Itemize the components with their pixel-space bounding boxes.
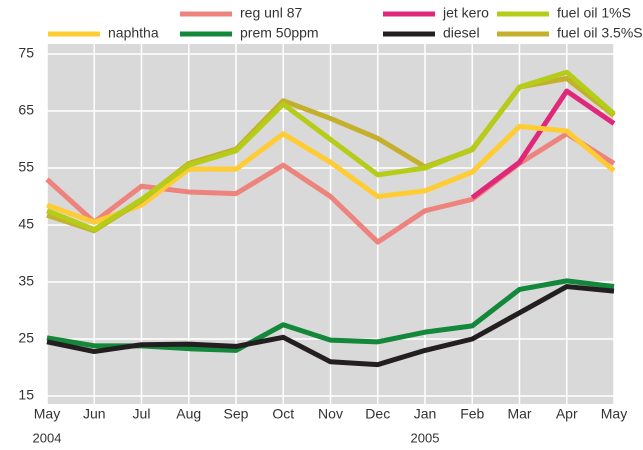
- x-tick-label: May: [34, 406, 60, 422]
- x-tick-label: Apr: [556, 406, 578, 422]
- x-tick-label: Dec: [365, 406, 390, 422]
- legend-label: naphtha: [108, 25, 159, 41]
- legend-label: reg unl 87: [240, 5, 302, 21]
- y-tick-label: 35: [18, 273, 34, 289]
- legend-label: prem 50ppm: [240, 25, 319, 41]
- y-tick-label: 75: [18, 45, 34, 61]
- y-tick-label: 15: [18, 387, 34, 403]
- x-tick-label: Jun: [83, 406, 106, 422]
- series-line: [46, 123, 616, 225]
- y-tick-label: 25: [18, 330, 34, 346]
- x-tick-label: Aug: [176, 406, 201, 422]
- y-tick-label: 45: [18, 216, 34, 232]
- x-tick-label: Feb: [460, 406, 484, 422]
- x-tick-label: Oct: [272, 406, 294, 422]
- x-tick-label: Jul: [133, 406, 151, 422]
- series-line: [46, 69, 616, 233]
- y-tick-label: 55: [18, 159, 34, 175]
- legend-label: fuel oil 1%S: [557, 5, 631, 21]
- legend-label: jet kero: [442, 5, 489, 21]
- y-tick-label: 65: [18, 102, 34, 118]
- x-tick-label: Nov: [318, 406, 343, 422]
- legend-label: diesel: [443, 25, 480, 41]
- x-tick-label: Mar: [507, 406, 531, 422]
- x-tick-label: Jan: [414, 406, 437, 422]
- x-tick-label: Sep: [224, 406, 249, 422]
- x-group-label: 2005: [411, 430, 440, 445]
- x-group-label: 2004: [33, 430, 62, 445]
- x-tick-label: May: [601, 406, 627, 422]
- legend-label: fuel oil 3.5%S: [557, 25, 643, 41]
- series-line: [46, 284, 615, 368]
